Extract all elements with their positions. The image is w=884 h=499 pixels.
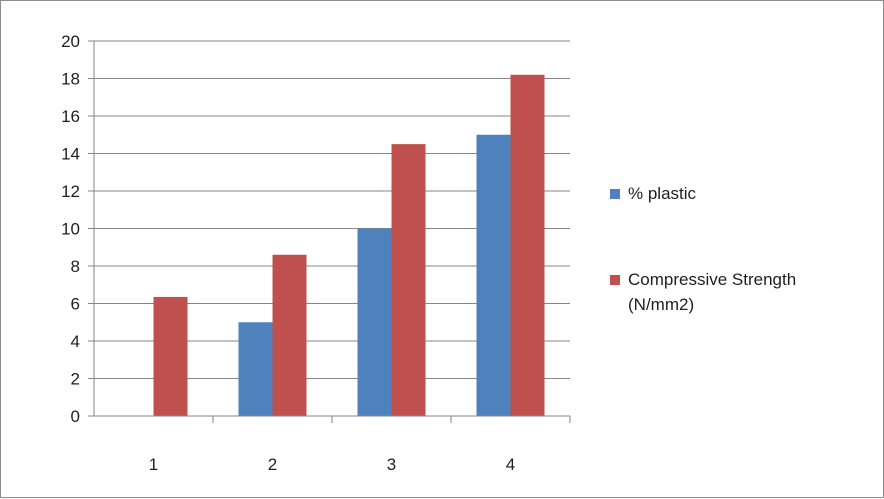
y-tick-label: 12 xyxy=(61,182,80,201)
y-tick-label: 18 xyxy=(61,70,80,89)
y-tick-label: 2 xyxy=(71,370,80,389)
y-tick-label: 4 xyxy=(71,332,80,351)
bar-compressive-strength-1 xyxy=(153,296,188,416)
legend-label: Compressive Strength xyxy=(628,270,796,289)
bar-compressive-strength-4 xyxy=(510,74,545,416)
bar-plastic-3 xyxy=(357,228,392,416)
y-tick-label: 10 xyxy=(61,220,80,239)
y-tick-label: 0 xyxy=(71,407,80,426)
x-tick-label: 2 xyxy=(268,455,277,474)
legend-swatch xyxy=(610,189,620,199)
x-tick-label: 1 xyxy=(149,455,158,474)
y-tick-label: 8 xyxy=(71,257,80,276)
legend-swatch xyxy=(610,275,620,285)
legend-label: % plastic xyxy=(628,184,697,203)
axes xyxy=(88,40,571,423)
y-tick-label: 6 xyxy=(71,295,80,314)
bar-compressive-strength-3 xyxy=(391,144,426,416)
x-tick-labels: 1 2 3 4 xyxy=(149,455,515,474)
y-tick-label: 20 xyxy=(61,32,80,51)
bars xyxy=(153,74,545,416)
legend-label: (N/mm2) xyxy=(628,295,694,314)
y-tick-labels: 0 2 4 6 8 10 12 14 16 18 20 xyxy=(61,32,80,426)
legend: % plastic Compressive Strength (N/mm2) xyxy=(610,184,796,314)
x-tick-label: 3 xyxy=(387,455,396,474)
bar-compressive-strength-2 xyxy=(272,254,307,416)
y-tick-label: 14 xyxy=(61,145,80,164)
bar-plastic-4 xyxy=(476,134,511,416)
bar-plastic-2 xyxy=(238,322,273,416)
x-tick-label: 4 xyxy=(506,455,515,474)
y-tick-label: 16 xyxy=(61,107,80,126)
